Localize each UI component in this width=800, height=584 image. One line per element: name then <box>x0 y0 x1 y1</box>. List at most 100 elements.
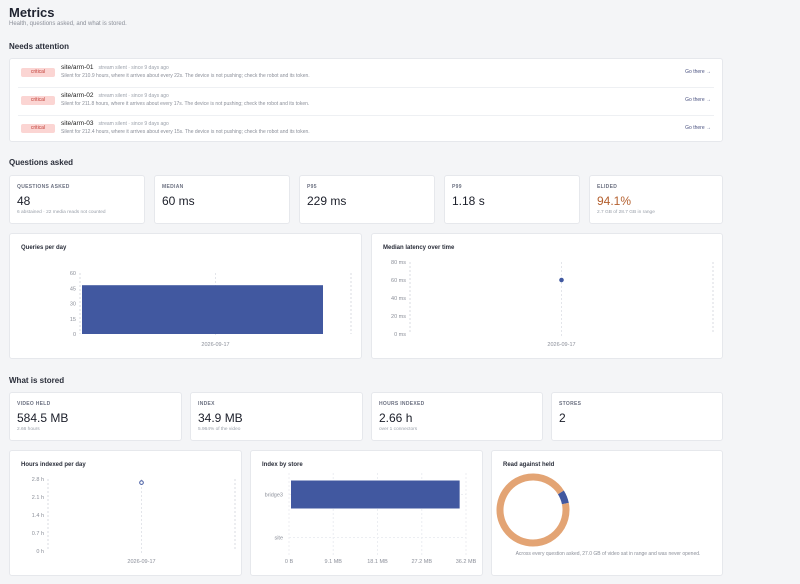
stat-label: P99 <box>452 184 462 190</box>
stat-value: 2.66 h <box>379 411 413 425</box>
stat-card-questions-asked: QUESTIONS ASKED 48 6 abstained · 22 medi… <box>9 175 145 224</box>
chart-card-index-by-store: Index by store 0 B 9.1 MB 18.1 MB 27.2 MB 36… <box>250 450 483 576</box>
x-tick-label: 2026-09-17 <box>201 342 229 348</box>
chart-card-queries-per-day: Queries per day 0 15 30 45 60 2026-09-17 <box>9 233 362 359</box>
stat-value: 584.5 MB <box>17 411 69 425</box>
chart-title: Index by store <box>262 462 303 468</box>
stat-card-index: INDEX 34.9 MB 5.964% of the video <box>190 392 363 441</box>
attention-item-title: site/arm-01 stream silent · since 9 days … <box>61 64 169 71</box>
stat-value: 60 ms <box>162 194 195 208</box>
page-title: Metrics <box>9 5 55 20</box>
device-meta: stream silent · since 9 days ago <box>98 65 169 71</box>
device-meta: stream silent · since 9 days ago <box>98 121 169 127</box>
stat-label: QUESTIONS ASKED <box>17 184 70 190</box>
stat-subtext: over 1 connectors <box>379 427 418 432</box>
queries-per-day-chart: 0 15 30 45 60 2026-09-17 <box>70 271 352 348</box>
stat-value: 94.1% <box>597 194 632 208</box>
questions-section-title: Questions asked <box>9 158 74 167</box>
stat-subtext: 6 abstained · 22 media reads not counted <box>17 210 106 215</box>
stat-card-hours-indexed: HOURS INDEXED 2.66 h over 1 connectors <box>371 392 543 441</box>
stat-label: P95 <box>307 184 317 190</box>
y-tick-label: 45 <box>70 286 76 292</box>
stat-card-p99: P99 1.18 s <box>444 175 580 224</box>
chart-card-read-against-held: Read against held Across every question … <box>491 450 723 576</box>
go-there-link[interactable]: Go there → <box>685 69 711 75</box>
y-tick-label: 15 <box>70 317 76 323</box>
chart-card-hours-indexed: Hours indexed per day 0 h 0.7 h 1.4 h 2.1 h… <box>9 450 242 576</box>
go-there-link[interactable]: Go there → <box>685 125 711 131</box>
chart-card-median-latency: Median latency over time 0 ms 20 ms 40 ms 6… <box>371 233 723 359</box>
x-tick-label: 0 B <box>285 559 294 565</box>
attention-item: critical site/arm-01 stream silent · sinc… <box>10 59 722 87</box>
x-tick-label: 27.2 MB <box>412 559 433 565</box>
device-name: site/arm-03 <box>61 120 94 127</box>
hours-indexed-chart: 0 h 0.7 h 1.4 h 2.1 h 2.8 h 2026-09-17 <box>32 477 236 565</box>
chart-title: Median latency over time <box>383 245 455 251</box>
attention-card: critical site/arm-01 stream silent · sinc… <box>9 58 723 142</box>
bar <box>291 480 460 509</box>
y-tick-label: 20 ms <box>391 314 406 320</box>
attention-item: critical site/arm-02 stream silent · sinc… <box>10 87 722 115</box>
attention-section-title: Needs attention <box>9 42 70 51</box>
y-tick-label: 0 ms <box>394 332 406 338</box>
stat-label: ELIDED <box>597 184 618 190</box>
y-tick-label: 60 <box>70 271 76 277</box>
stat-card-median: MEDIAN 60 ms <box>154 175 290 224</box>
y-tick-label: site <box>274 536 283 542</box>
divider <box>18 87 714 88</box>
stat-card-elided: ELIDED 94.1% 2.7 GB of 28.7 GB in range <box>589 175 723 224</box>
status-badge: critical <box>21 68 55 77</box>
stat-label: VIDEO HELD <box>17 401 51 407</box>
data-point <box>139 480 144 485</box>
chart-title: Read against held <box>503 462 555 468</box>
median-latency-chart: 0 ms 20 ms 40 ms 60 ms 80 ms 2026-09-17 <box>391 260 714 348</box>
stat-subtext: 2.66 hours <box>17 427 40 432</box>
stat-subtext: 2.7 GB of 28.7 GB in range <box>597 210 655 215</box>
y-tick-label: 40 ms <box>391 296 406 302</box>
go-there-link[interactable]: Go there → <box>685 97 711 103</box>
data-point <box>559 277 564 283</box>
status-badge: critical <box>21 96 55 105</box>
y-tick-label: 0 <box>73 332 76 338</box>
y-tick-label: 2.8 h <box>32 477 44 483</box>
y-tick-label: bridge3 <box>265 493 283 499</box>
page-subtitle: Health, questions asked, and what is sto… <box>9 21 127 27</box>
x-tick-label: 2026-09-17 <box>547 342 575 348</box>
y-tick-label: 2.1 h <box>32 495 44 501</box>
attention-item: critical site/arm-03 stream silent · sinc… <box>10 115 722 143</box>
y-tick-label: 1.4 h <box>32 513 44 519</box>
y-tick-label: 0.7 h <box>32 531 44 537</box>
status-badge: critical <box>21 124 55 133</box>
donut-slice <box>557 490 569 505</box>
stat-value: 34.9 MB <box>198 411 243 425</box>
stat-label: STORES <box>559 401 582 407</box>
stat-value: 2 <box>559 411 566 425</box>
stat-card-p95: P95 229 ms <box>299 175 435 224</box>
index-by-store-chart: 0 B 9.1 MB 18.1 MB 27.2 MB 36.2 MB bridge3 sit… <box>265 473 477 565</box>
stat-label: MEDIAN <box>162 184 184 190</box>
read-against-held-chart: Across every question asked, 27.0 GB of … <box>496 473 701 557</box>
device-name: site/arm-02 <box>61 92 94 99</box>
x-tick-label: 18.1 MB <box>367 559 388 565</box>
stat-card-stores: STORES 2 <box>551 392 723 441</box>
y-tick-label: 60 ms <box>391 278 406 284</box>
stat-label: HOURS INDEXED <box>379 401 425 407</box>
chart-caption: Across every question asked, 27.0 GB of … <box>516 551 701 557</box>
device-name: site/arm-01 <box>61 64 94 71</box>
y-tick-label: 80 ms <box>391 260 406 266</box>
stat-subtext: 5.964% of the video <box>198 427 241 432</box>
device-meta: stream silent · since 9 days ago <box>98 93 169 99</box>
chart-title: Queries per day <box>21 245 67 251</box>
attention-description: Silent for 212.4 hours, where it arrives… <box>61 129 310 135</box>
y-tick-label: 0 h <box>36 549 44 555</box>
x-tick-label: 36.2 MB <box>456 559 477 565</box>
bar <box>82 285 323 334</box>
attention-description: Silent for 211.8 hours, where it arrives… <box>61 101 310 107</box>
x-tick-label: 2026-09-17 <box>127 559 155 565</box>
stat-value: 1.18 s <box>452 194 485 208</box>
stat-card-video-held: VIDEO HELD 584.5 MB 2.66 hours <box>9 392 182 441</box>
x-tick-label: 9.1 MB <box>325 559 343 565</box>
stat-value: 229 ms <box>307 194 347 208</box>
y-tick-label: 30 <box>70 302 76 308</box>
attention-description: Silent for 210.9 hours, where it arrives… <box>61 73 310 79</box>
